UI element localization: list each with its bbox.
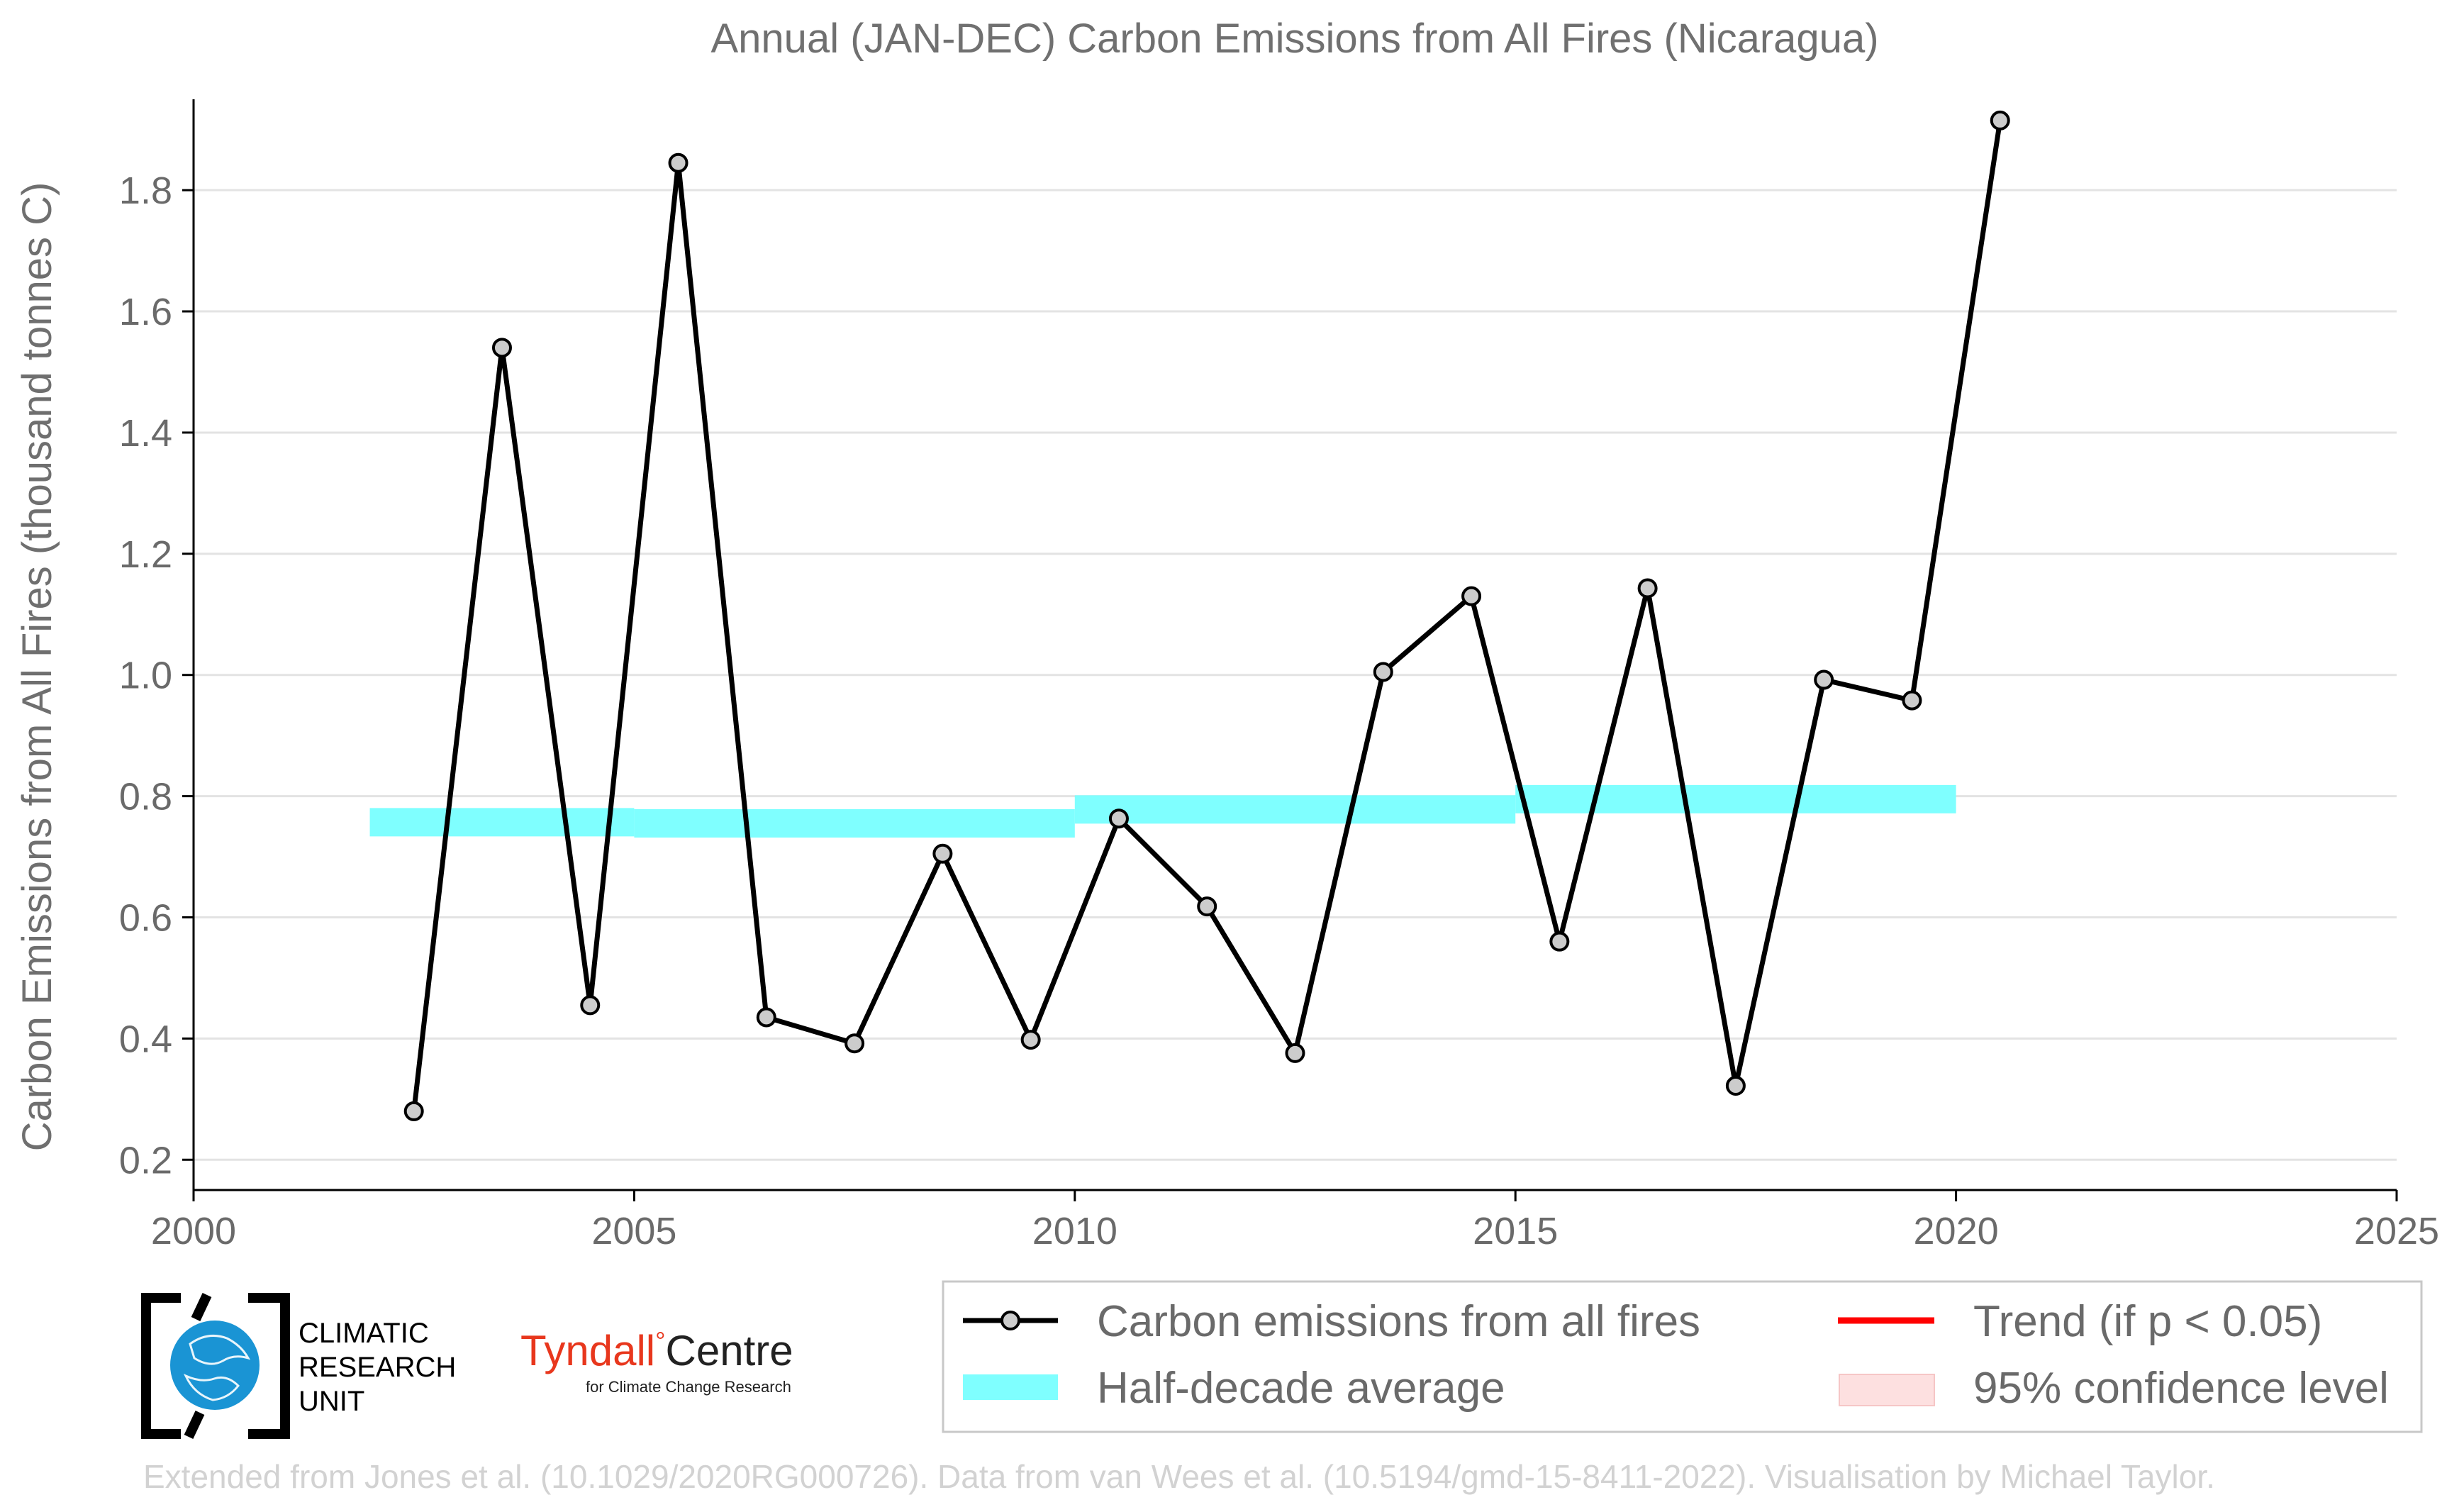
data-point-0	[403, 1101, 424, 1121]
data-point-18	[1990, 110, 2010, 130]
globe-icon-continents	[183, 1334, 251, 1401]
data-point-3	[668, 152, 689, 173]
cru-logo: CLIMATIC RESEARCH UNIT	[141, 1293, 456, 1439]
data-point-16	[1814, 669, 1834, 690]
y-tick-label-7: 1.6	[119, 291, 172, 333]
data-point-6	[932, 843, 953, 864]
footer-credit: Extended from Jones et al. (10.1029/2020…	[143, 1458, 2215, 1495]
y-tick-label-2: 0.6	[119, 897, 172, 940]
y-tick-label-0: 0.2	[119, 1139, 172, 1182]
data-point-4	[756, 1007, 776, 1028]
legend-marker-emissions	[1000, 1311, 1020, 1330]
cru-logo-frame-left	[141, 1293, 181, 1439]
x-tick-labels: 2000 2005 2010 2015 2020 2025	[151, 1210, 2439, 1252]
legend-label-trend: Trend (if p < 0.05)	[1973, 1297, 2322, 1346]
tyndall-logo: Tyndall°Centre for Climate Change Resear…	[520, 1326, 793, 1396]
chart-title: Annual (JAN-DEC) Carbon Emissions from A…	[710, 16, 1878, 62]
cru-logo-frame-right	[248, 1293, 290, 1439]
data-point-11	[1373, 662, 1393, 682]
data-point-15	[1725, 1076, 1746, 1096]
cru-text-line1: CLIMATIC	[299, 1318, 429, 1349]
legend-label-emissions: Carbon emissions from all fires	[1097, 1297, 1700, 1346]
data-point-14	[1637, 578, 1658, 599]
y-tick-label-3: 0.8	[119, 776, 172, 818]
cru-logo-slash-bottom	[184, 1411, 205, 1439]
x-tick-label-2: 2010	[1032, 1210, 1117, 1252]
x-tick-label-0: 2000	[151, 1210, 236, 1252]
emissions-line	[411, 120, 2003, 1112]
legend-box	[942, 1280, 2423, 1433]
x-tick-label-1: 2005	[591, 1210, 676, 1252]
gridlines	[194, 189, 2397, 1161]
x-tick-label-3: 2015	[1473, 1210, 1558, 1252]
y-tick-labels: 0.2 0.4 0.6 0.8 1.0 1.2 1.4 1.6 1.8	[119, 169, 172, 1182]
half-decade-average-bands	[369, 784, 1956, 838]
y-axis-label: Carbon Emissions from All Fires (thousan…	[14, 182, 60, 1152]
data-point-5	[844, 1033, 865, 1054]
y-tick-label-6: 1.4	[119, 412, 172, 455]
y-tick-label-1: 0.4	[119, 1018, 172, 1060]
legend-label-confidence: 95% confidence level	[1973, 1364, 2389, 1413]
series-line	[411, 120, 2003, 1112]
legend-label-average: Half-decade average	[1097, 1364, 1505, 1413]
data-point-10	[1285, 1043, 1305, 1063]
globe-icon	[170, 1321, 260, 1410]
axes	[182, 99, 2398, 1201]
tyndall-logo-text: Tyndall°Centre	[520, 1326, 793, 1374]
data-point-1	[491, 338, 512, 358]
cru-logo-slash-top	[191, 1293, 212, 1321]
data-point-13	[1549, 931, 1570, 952]
legend-swatch-confidence	[1839, 1374, 1935, 1406]
legend: Carbon emissions from all fires Trend (i…	[942, 1280, 2423, 1433]
cru-text-line2: RESEARCH	[299, 1352, 456, 1383]
tyndall-logo-subtitle: for Climate Change Research	[586, 1378, 791, 1396]
cru-text-line3: UNIT	[299, 1386, 364, 1417]
x-tick-label-4: 2020	[1914, 1210, 1999, 1252]
legend-swatch-average	[963, 1374, 1058, 1400]
data-point-12	[1461, 586, 1482, 606]
x-tick-label-5: 2025	[2354, 1210, 2439, 1252]
series-points	[403, 110, 2010, 1121]
data-point-2	[580, 995, 601, 1016]
y-tick-label-5: 1.2	[119, 533, 172, 576]
y-tick-label-4: 1.0	[119, 655, 172, 697]
data-point-7	[1020, 1030, 1041, 1050]
data-point-8	[1108, 808, 1129, 829]
y-tick-label-8: 1.8	[119, 169, 172, 212]
data-point-9	[1197, 896, 1217, 917]
data-point-17	[1902, 690, 1922, 711]
